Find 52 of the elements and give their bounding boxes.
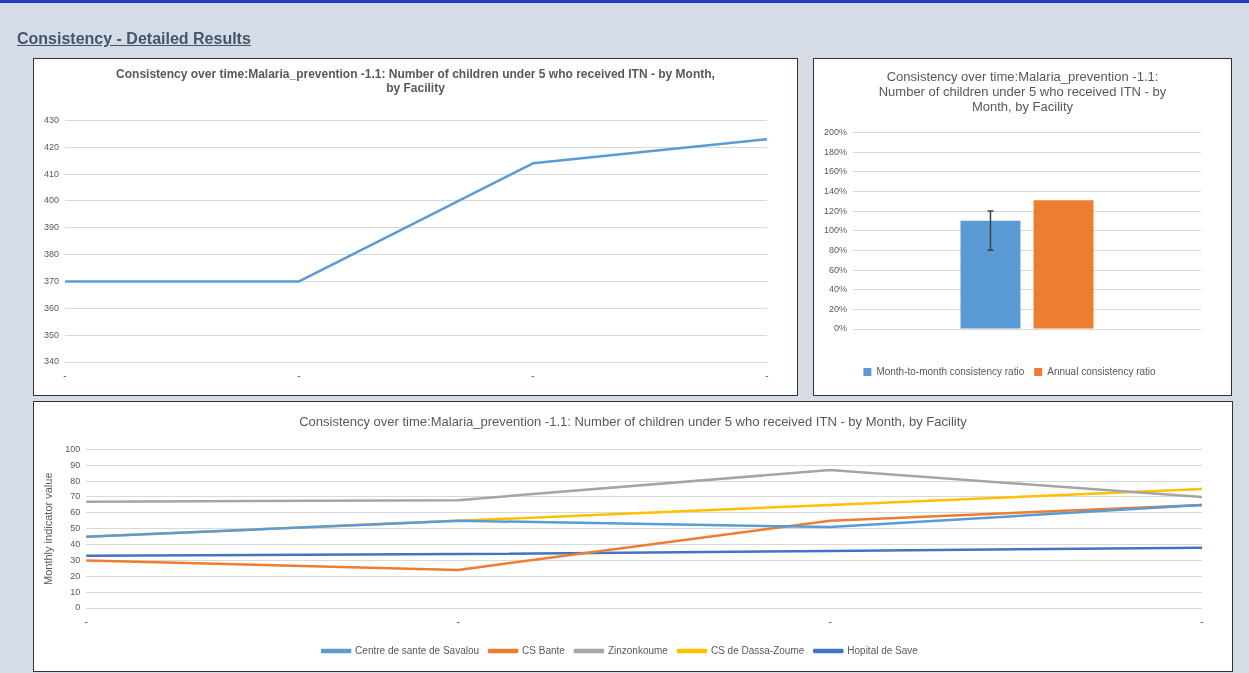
- y-tick-label: 20%: [829, 303, 848, 314]
- y-tick-label: 80: [70, 475, 81, 486]
- y-tick-label: 100: [65, 443, 81, 454]
- x-tick-label: -: [297, 369, 301, 381]
- y-tick-label: 10: [70, 586, 81, 597]
- y-tick-label: 370: [43, 275, 60, 286]
- y-tick-label: 160%: [823, 166, 848, 177]
- y-tick-label: 120%: [823, 205, 848, 216]
- x-tick-label: -: [63, 369, 67, 381]
- y-tick-label: 80%: [829, 244, 848, 255]
- y-tick-label: 20: [70, 570, 81, 581]
- x-tick-label: -: [765, 369, 769, 381]
- legend-label: Month-to-month consistency ratio: [876, 365, 1025, 377]
- y-tick-label: 50: [70, 523, 81, 534]
- legend-label: Centre de sante de Savalou: [355, 644, 480, 656]
- chart-title: Consistency over time:Malaria_prevention -1.1: Number of children under 5 who received ITN - by Month, by Facility: [115, 67, 716, 95]
- y-tick-label: 180%: [823, 146, 848, 157]
- y-tick-label: 400: [43, 195, 60, 206]
- x-tick-label: -: [1200, 615, 1204, 627]
- chart-title: Consistency over time:Malaria_prevention -1.1: Number of children under 5 who received ITN - by Month, by Facility: [298, 414, 968, 429]
- y-tick-label: 40%: [829, 284, 848, 295]
- y-tick-label: 140%: [823, 185, 848, 196]
- y-tick-label: 200%: [823, 126, 848, 137]
- y-tick-label: 0: [75, 602, 81, 613]
- text: Consistency - Detailed Results: [17, 30, 251, 48]
- y-tick-label: 30: [70, 554, 81, 565]
- y-tick-label: 430: [43, 114, 60, 125]
- y-tick-label: 380: [43, 249, 60, 260]
- y-axis-title: Monthly indicator value: [41, 472, 54, 585]
- y-tick-label: 100%: [823, 225, 848, 236]
- x-tick-label: -: [84, 615, 88, 627]
- y-tick-label: 390: [43, 222, 60, 233]
- legend-label: CS de Dassa-Zoume: [710, 644, 805, 656]
- y-tick-label: 60%: [829, 264, 848, 275]
- y-tick-label: 40: [70, 539, 81, 550]
- legend-label: Annual consistency ratio: [1047, 365, 1157, 377]
- y-tick-label: 340: [43, 356, 60, 367]
- x-tick-label: -: [828, 615, 832, 627]
- y-tick-label: 60: [70, 507, 81, 518]
- chart-title: Consistency over time:Malaria_prevention -1.1: Number of children under 5 who received ITN - by Month, by Facility: [877, 69, 1168, 114]
- legend-label: CS Bante: [522, 644, 566, 656]
- x-tick-label: -: [456, 615, 460, 627]
- x-tick-label: -: [531, 369, 535, 381]
- y-tick-label: 0%: [834, 323, 848, 334]
- legend-label: Zinzonkoume: [607, 644, 669, 656]
- y-tick-label: 360: [43, 302, 60, 313]
- y-tick-label: 410: [43, 168, 60, 179]
- y-tick-label: 70: [70, 491, 81, 502]
- y-tick-label: 350: [43, 329, 60, 340]
- y-tick-label: 420: [43, 141, 60, 152]
- legend-label: Hopital de Save: [847, 644, 919, 656]
- y-tick-label: 90: [70, 459, 81, 470]
